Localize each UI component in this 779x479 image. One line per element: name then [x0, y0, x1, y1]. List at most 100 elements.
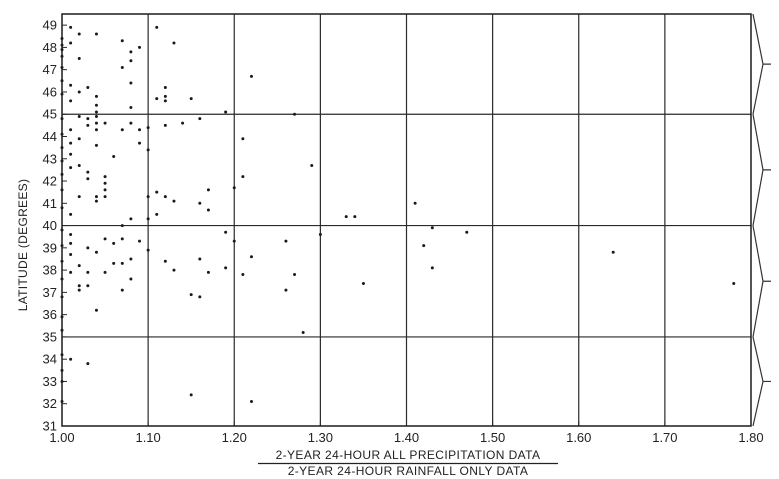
- data-point: [77, 32, 81, 36]
- data-point: [129, 106, 133, 110]
- data-point: [138, 141, 142, 145]
- y-tick-label: 42: [43, 174, 57, 189]
- data-point: [430, 226, 434, 230]
- data-point: [224, 266, 228, 270]
- data-point: [249, 400, 253, 404]
- data-point: [232, 186, 236, 190]
- data-point: [206, 188, 210, 192]
- plot-frame: [61, 13, 752, 427]
- data-point: [732, 281, 736, 285]
- data-point: [163, 94, 167, 98]
- data-point: [198, 257, 202, 261]
- data-point: [284, 288, 288, 292]
- y-tick-labels: 31 32 33 34 35 36 37 38 39 40 41 42 43 44 45 46 47 48 49: [43, 18, 57, 434]
- data-point: [77, 137, 81, 141]
- latitude-brace: [752, 336, 771, 427]
- data-point: [120, 224, 124, 228]
- data-point: [232, 239, 236, 243]
- x-tick-label: 1.30: [308, 430, 333, 445]
- y-tick-label: 46: [43, 84, 57, 99]
- data-point: [103, 195, 107, 199]
- data-point: [163, 99, 167, 103]
- y-tick-label: 45: [43, 107, 57, 122]
- data-point: [163, 259, 167, 263]
- y-tick-label: 35: [43, 329, 57, 344]
- data-point: [198, 295, 202, 299]
- data-point: [129, 277, 133, 281]
- data-point: [120, 237, 124, 241]
- data-point: [69, 270, 73, 274]
- x-tick-label: 1.00: [49, 430, 74, 445]
- data-point: [86, 284, 90, 288]
- data-point: [129, 257, 133, 261]
- data-point: [120, 65, 124, 69]
- data-point: [86, 123, 90, 127]
- data-point: [146, 126, 150, 130]
- data-point: [69, 232, 73, 236]
- data-point: [310, 163, 314, 167]
- y-tick-label: 44: [43, 129, 57, 144]
- data-point: [413, 201, 417, 205]
- data-point: [69, 99, 73, 103]
- data-point: [172, 199, 176, 203]
- x-tick-label: 1.60: [566, 430, 591, 445]
- data-point: [155, 190, 159, 194]
- data-point: [465, 230, 469, 234]
- data-point: [94, 32, 98, 36]
- data-point: [86, 362, 90, 366]
- data-point: [94, 114, 98, 118]
- data-point: [155, 212, 159, 216]
- data-point: [293, 112, 297, 116]
- y-axis-title: LATITUDE (DEGREES): [16, 179, 30, 312]
- data-point: [249, 255, 253, 259]
- data-point: [422, 244, 426, 248]
- data-point: [103, 237, 107, 241]
- data-point: [94, 250, 98, 254]
- data-point: [94, 121, 98, 125]
- y-tick-label: 43: [43, 151, 57, 166]
- data-point: [112, 155, 116, 159]
- data-point: [206, 270, 210, 274]
- x-tick-label: 1.80: [738, 430, 763, 445]
- data-point: [86, 85, 90, 89]
- data-point: [163, 123, 167, 127]
- data-point: [318, 232, 322, 236]
- data-point: [129, 59, 133, 63]
- data-point: [77, 264, 81, 268]
- data-point: [129, 81, 133, 85]
- data-point: [138, 239, 142, 243]
- y-tick-label: 47: [43, 62, 57, 77]
- x-tick-label: 1.50: [480, 430, 505, 445]
- data-point: [146, 195, 150, 199]
- y-tick-label: 49: [43, 18, 57, 33]
- data-point: [163, 85, 167, 89]
- data-point: [69, 152, 73, 156]
- data-point: [94, 94, 98, 98]
- data-point: [69, 41, 73, 45]
- data-point: [77, 163, 81, 167]
- data-point: [189, 393, 193, 397]
- data-point: [77, 195, 81, 199]
- x-tick-label: 1.10: [135, 430, 160, 445]
- y-tick-label: 39: [43, 240, 57, 255]
- data-point: [86, 246, 90, 250]
- data-point: [94, 128, 98, 132]
- data-point: [94, 195, 98, 199]
- data-point: [69, 83, 73, 87]
- latitude-brace: [752, 13, 771, 115]
- data-point: [224, 230, 228, 234]
- data-point: [120, 261, 124, 265]
- y-tick-label: 34: [43, 352, 57, 367]
- data-point: [69, 128, 73, 132]
- grid-layer: [62, 14, 751, 426]
- data-point: [69, 141, 73, 145]
- data-point: [146, 217, 150, 221]
- y-tick-label: 36: [43, 307, 57, 322]
- data-point: [224, 110, 228, 114]
- data-point: [189, 97, 193, 101]
- data-point: [198, 201, 202, 205]
- x-tick-labels: 1.00 1.10 1.20 1.30 1.40 1.50 1.60 1.70 1.80: [49, 430, 763, 445]
- data-point: [284, 239, 288, 243]
- data-point: [86, 177, 90, 181]
